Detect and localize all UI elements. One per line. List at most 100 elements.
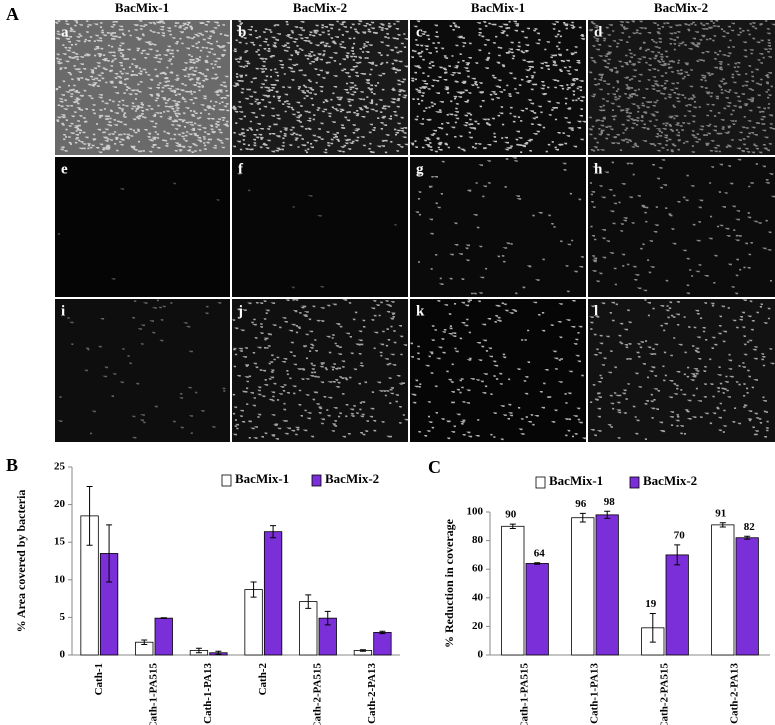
y-tick-label: 20: [472, 620, 484, 632]
legend-label: BacMix-2: [643, 473, 697, 488]
bar: [735, 537, 759, 656]
error-bar: [270, 525, 277, 539]
value-label: 90: [505, 509, 517, 521]
micrograph: [588, 299, 775, 442]
bar: [299, 601, 318, 656]
micrograph: [232, 20, 408, 155]
x-tick-label: Cath-1-PA515: [148, 663, 160, 725]
error-bar: [534, 562, 541, 565]
micrograph: [588, 20, 775, 155]
image-label: g: [416, 161, 424, 177]
panel-label: A: [6, 4, 19, 24]
legend-label: BacMix-1: [549, 473, 603, 488]
x-tick-label: Cath-2-PA13: [366, 663, 378, 724]
micrograph: [410, 299, 586, 442]
micrograph: [588, 157, 775, 297]
y-tick-label: 60: [472, 563, 484, 575]
micrograph: [55, 299, 230, 442]
error-bar: [215, 650, 222, 655]
y-axis-label: % Reduction in coverage: [442, 518, 456, 648]
legend-swatch: [629, 476, 640, 489]
error-bar: [604, 510, 611, 519]
bacteria-speckle: [410, 20, 587, 153]
error-bar: [106, 524, 113, 583]
bar: [373, 632, 392, 656]
value-label: 98: [604, 496, 616, 508]
error-bar: [250, 581, 257, 598]
panel-label: B: [6, 455, 18, 475]
image-label: b: [238, 24, 246, 40]
y-tick-label: 5: [60, 611, 66, 623]
error-bar: [744, 535, 751, 540]
value-label: 19: [645, 598, 657, 610]
x-tick-label: Cath-2: [257, 663, 269, 696]
bar: [501, 525, 525, 656]
image-label: c: [416, 24, 423, 40]
column-header: BacMix-1: [115, 0, 169, 15]
error-bar: [579, 512, 586, 523]
panel-label: C: [428, 457, 441, 477]
legend-swatch: [221, 474, 232, 487]
x-tick-label: Cath-1-PA13: [202, 663, 214, 724]
error-bar: [86, 486, 93, 546]
image-label: l: [594, 303, 598, 319]
image-label: i: [61, 303, 65, 319]
y-tick-label: 25: [54, 461, 66, 473]
y-tick-label: 20: [54, 498, 66, 510]
error-bar: [509, 523, 516, 529]
column-header: BacMix-1: [471, 0, 525, 15]
y-tick-label: 100: [467, 506, 484, 518]
y-tick-label: 0: [478, 649, 484, 661]
error-bar: [324, 610, 331, 626]
x-tick-label: Cath-1: [93, 663, 105, 695]
image-label: f: [238, 161, 244, 177]
image-label: h: [594, 161, 603, 177]
legend-swatch: [535, 476, 546, 489]
image-label: e: [61, 161, 68, 177]
error-bar: [649, 613, 656, 643]
legend-swatch: [311, 474, 322, 487]
x-tick-label: Cath-1-PA515: [519, 663, 531, 725]
bar: [571, 517, 595, 656]
micrograph: [410, 20, 586, 155]
micrograph: [410, 157, 586, 297]
value-label: 64: [534, 547, 546, 559]
x-tick-label: Cath-2-PA13: [729, 663, 741, 724]
error-bar: [141, 639, 148, 645]
bar: [244, 589, 263, 656]
value-label: 70: [674, 529, 686, 541]
y-tick-label: 0: [60, 649, 66, 661]
bar: [665, 554, 689, 656]
y-tick-label: 40: [472, 591, 484, 603]
micrograph: [55, 157, 230, 297]
bar: [154, 617, 173, 656]
y-axis-label: % Area covered by bacteria: [14, 490, 28, 633]
x-tick-label: Cath-1-PA13: [589, 663, 601, 724]
bar: [525, 563, 549, 656]
y-tick-label: 15: [54, 536, 66, 548]
error-bar: [359, 649, 366, 652]
bar: [711, 524, 735, 656]
y-tick-label: 80: [472, 534, 484, 546]
value-label: 82: [744, 521, 756, 533]
x-tick-label: Cath-2-PA515: [659, 663, 671, 725]
error-bar: [674, 544, 681, 566]
error-bar: [305, 594, 312, 609]
image-label: j: [237, 303, 243, 319]
micrograph: [232, 157, 408, 297]
bacteria-speckle: [232, 20, 409, 154]
bacteria-speckle: [588, 20, 775, 154]
error-bar: [160, 617, 167, 620]
x-tick-label: Cath-2-PA515: [312, 663, 324, 725]
column-header: BacMix-2: [654, 0, 708, 15]
error-bar: [379, 630, 386, 635]
y-tick-label: 10: [54, 573, 66, 585]
error-bar: [719, 522, 726, 528]
bar: [263, 531, 283, 656]
bar: [595, 514, 619, 656]
error-bar: [195, 647, 202, 654]
bacteria-speckle: [55, 20, 231, 154]
legend-label: BacMix-2: [325, 471, 379, 486]
value-label: 96: [575, 498, 587, 510]
